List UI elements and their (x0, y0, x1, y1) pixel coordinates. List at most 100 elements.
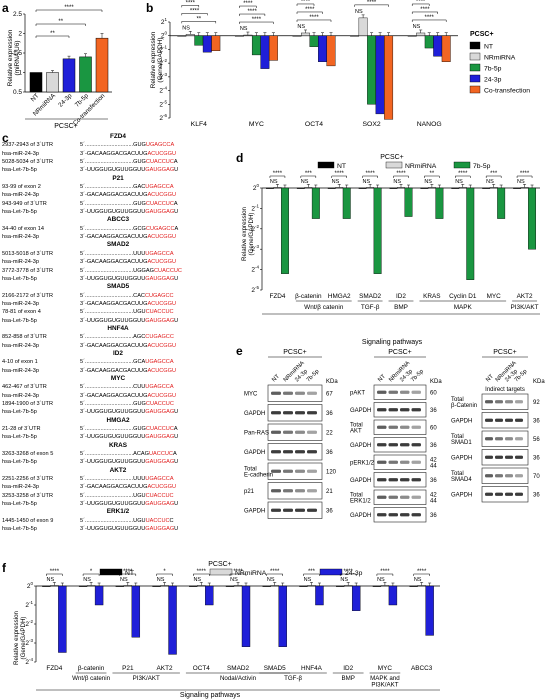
panel-c-pre: 3´-GACAAGGACGACUUG (80, 392, 148, 399)
panel-e-band (388, 443, 398, 447)
panel-e-band (495, 474, 503, 478)
panel-c-name: 5013-5018 of 3´UTR (2, 250, 53, 257)
panel-f-bar (262, 585, 271, 587)
panel-b-legend-swatch (469, 63, 481, 72)
panel-c-target-site: 5028-5034 of 3´UTR 5´....................… (2, 158, 234, 166)
panel-d-xtick-label: ID2 (396, 293, 406, 300)
panel-e-band-label-line: GAPDH (350, 443, 371, 449)
panel-e-kda-value-line: 36 (326, 508, 333, 514)
panel-b-ylabel-line2: (Gene/GAPDH) (157, 37, 164, 82)
panel-f-xtick-label: MYC (378, 665, 393, 672)
panel-d-group-label: PI3K/AKT (511, 304, 539, 311)
panel-b-ytick-label-exp: 1 (164, 17, 167, 22)
panel-f-bar (86, 585, 96, 587)
panel-d-sig-label: **** (396, 171, 406, 177)
panel-c-gene-header: ERK1/2 (106, 508, 130, 516)
panel-c-pre: 3´-UUGGUGUGUUGGUU (80, 275, 146, 282)
panel-e-kda-value: 60 (430, 425, 437, 431)
panel-f-ylabel-line2: (Gene/GAPDH) (20, 617, 27, 660)
panel-b-sig-c-bracket (296, 3, 315, 6)
panel-d-bar (489, 187, 498, 189)
panel-d-ytick-label: 2-3 (251, 244, 259, 253)
panel-b-legend-title: PCSC+ (470, 31, 494, 38)
panel-d-legend-swatch (317, 161, 335, 169)
panel-e-band (515, 400, 523, 404)
panel-a-ytick-label: 1 (18, 70, 22, 77)
panel-c-pre: 3´-UUGGUGUGUUGGUU (80, 409, 146, 416)
panel-c-gene-header: SMAD2 (106, 241, 130, 249)
panel-c-name: hsa-Let-7b-5p (2, 409, 37, 416)
panel-c-pre: 5´...............................GCG (80, 225, 146, 232)
panel-e-band (377, 425, 387, 429)
panel-b-bar (367, 35, 377, 105)
panel-f-group-label-line: Nodal/Activin (220, 675, 257, 682)
panel-f-ytick-label: 2-3 (25, 638, 33, 647)
panel-c-name: 1445-1450 of exon 9 (2, 517, 54, 524)
panel-d-ytick-label: 2-5 (251, 285, 259, 294)
panel-d-bar (311, 187, 320, 219)
panel-e-band-label-line: E-cadherin (244, 472, 273, 478)
panel-f-sig-label: **** (50, 569, 60, 575)
panel-d-bar (427, 187, 436, 189)
panel-e-band (271, 411, 281, 415)
panel-e-kda-value-line: 36 (533, 492, 540, 498)
panel-c-target-site: 1894-1900 of 3´UTR 5´....................… (2, 400, 234, 408)
panel-f-bar (152, 585, 161, 587)
panel-c-red: UGAGCCA (145, 384, 174, 391)
panel-c-mirna-sequence: hsa-Let-7b-5p 3´-UUGGUGUGUUGGUUGAUGGAGU (2, 500, 234, 508)
panel-e-band (307, 411, 317, 415)
panel-f-sig-bracket (119, 573, 137, 576)
panel-b-sig-c-label: **** (301, 0, 311, 5)
panel-b-legend: NT NRmiRNA 7b-5p 24-3p Co-transfection (469, 41, 530, 95)
panel-d-sig-bracket (516, 175, 533, 178)
panel-a-xtick-label: NT (30, 92, 41, 103)
panel-e-band-label: pERK1/2 (350, 460, 375, 466)
panel-d-title: PCSC+ (380, 154, 404, 161)
panel-f-xtick-label: SMAD5 (264, 665, 286, 672)
panel-c-target-site: 3253-3258 of 3´UTR 5´....................… (2, 492, 234, 500)
panel-c-gene-header: KRAS (108, 441, 128, 449)
panel-b-ytick-label-base: 2 (159, 101, 163, 108)
panel-e-band (307, 489, 317, 493)
panel-b-ytick-label-base: 2 (159, 74, 163, 81)
panel-e-kda-value-line: 42 (430, 492, 437, 498)
panel-c-pre: 3´-GACAAGGACGACUUG (80, 300, 148, 307)
panel-f-bar (233, 585, 243, 587)
panel-f-bar (372, 585, 382, 587)
panel-c-red: GAUGGAG (145, 501, 175, 508)
panel-c-red: GAUGGAG (145, 526, 175, 533)
panel-b-bar (309, 35, 319, 47)
panel-e-kda-value-line: 44 (430, 498, 437, 504)
panel-e-band (515, 418, 523, 422)
panel-e-kda-value-line: 36 (430, 478, 437, 484)
panel-e-kda-value: 120 (326, 469, 337, 475)
panel-e-band-label-line: Total (350, 422, 363, 428)
panel-c-red: ACUCGGU (147, 367, 177, 374)
panel-d-ytick-label-exp: -1 (255, 203, 259, 208)
panel-e-kda-value-line: 22 (326, 430, 333, 436)
panel-e-band-label-line: GAPDH (451, 418, 472, 424)
panel-a-sig-2-bracket (35, 23, 86, 26)
panel-c-name: hsa-miR-24-3p (2, 234, 39, 241)
panel-b-legend-swatch (469, 85, 481, 94)
panel-f-ytick-label: 2-2 (25, 619, 33, 628)
panel-d-ylabel-line2: (Gene/GAPDH) (248, 213, 255, 256)
panel-f-ytick-label-base: 2 (27, 583, 31, 590)
panel-e-band (307, 450, 317, 454)
panel-c-red: UGAGCCA (145, 142, 175, 149)
panel-e-kda-header: KDa (326, 379, 338, 385)
panel-c-mirna-sequence: hsa-Let-7b-5p 3´-UUGGUGUGUUGGUUGAUGGAGU (2, 458, 234, 466)
panel-b-sig-ns: NS (413, 24, 421, 30)
panel-d-xtick-label: β-catenin (295, 293, 322, 300)
panel-d-sig-ns: NS (424, 179, 432, 185)
panel-a-bar (79, 56, 92, 93)
panel-e-band (485, 437, 493, 441)
panel-c-name: hsa-Let-7b-5p (2, 317, 37, 324)
panel-c-pre: 5´...............................UGGAG (80, 267, 154, 274)
panel-d-sig-label: **** (520, 171, 530, 177)
panel-d-ytick-label: 2-2 (251, 224, 259, 233)
panel-c-mirna-sequence: hsa-Let-7b-5p 3´-UUGGUGUGUUGGUUGAUGGAGU (2, 275, 234, 283)
panel-b-xtick-label: MYC (249, 121, 264, 128)
panel-d-ytick-label-base: 2 (251, 226, 255, 233)
panel-d-bar (373, 187, 382, 274)
